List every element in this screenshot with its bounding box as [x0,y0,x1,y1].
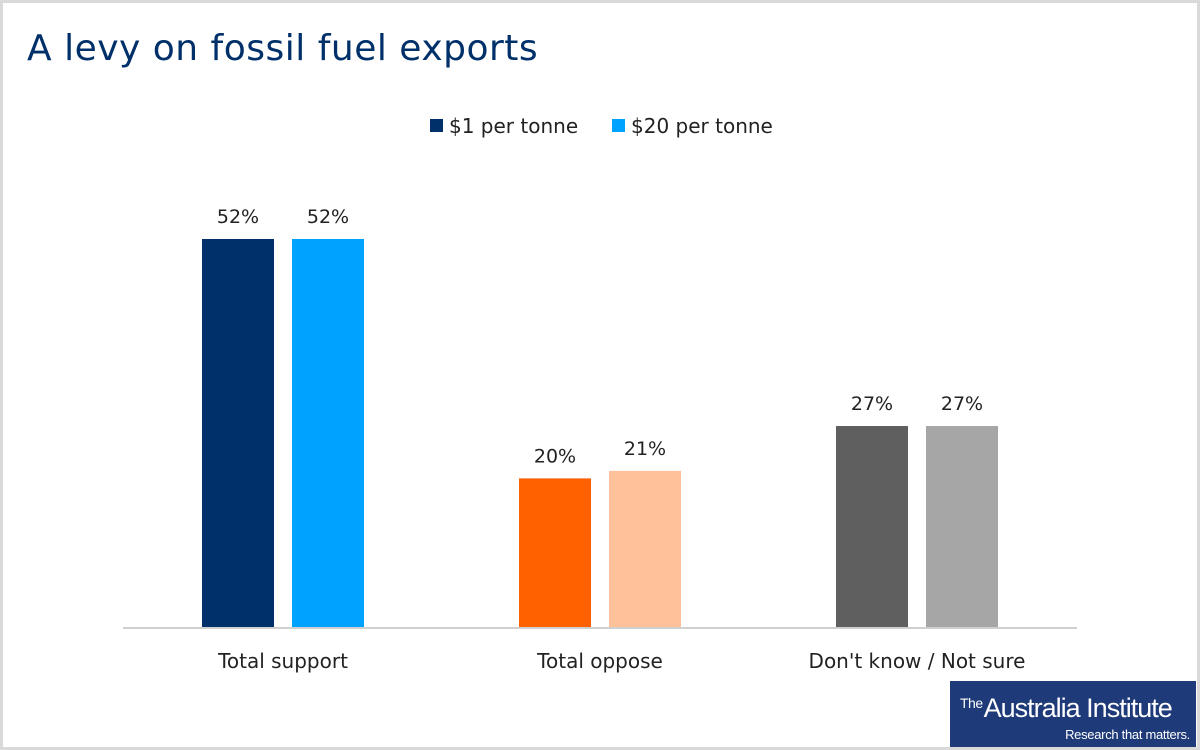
data-label: 20% [534,445,576,467]
category-label: Total oppose [536,649,663,673]
data-label: 27% [941,393,983,415]
bar [609,470,681,628]
data-label: 52% [307,206,349,228]
data-label: 21% [624,438,666,460]
category-label: Don't know / Not sure [809,649,1026,673]
legend-swatch [430,119,443,132]
bar [836,426,908,628]
legend-label: $1 per tonne [449,114,578,138]
bar [926,426,998,628]
category-label: Total support [217,649,348,673]
legend-swatch [612,119,625,132]
logo-tagline: Research that matters. [1065,727,1190,742]
legend-label: $20 per tonne [631,114,773,138]
bar [202,239,274,628]
logo-name: TheAustralia Institute [960,693,1173,723]
data-label: 27% [851,393,893,415]
data-label: 52% [217,206,259,228]
bar [292,239,364,628]
bar [519,478,591,628]
chart-title: A levy on fossil fuel exports [27,28,539,69]
australia-institute-logo: TheAustralia Institute Research that mat… [950,681,1196,747]
